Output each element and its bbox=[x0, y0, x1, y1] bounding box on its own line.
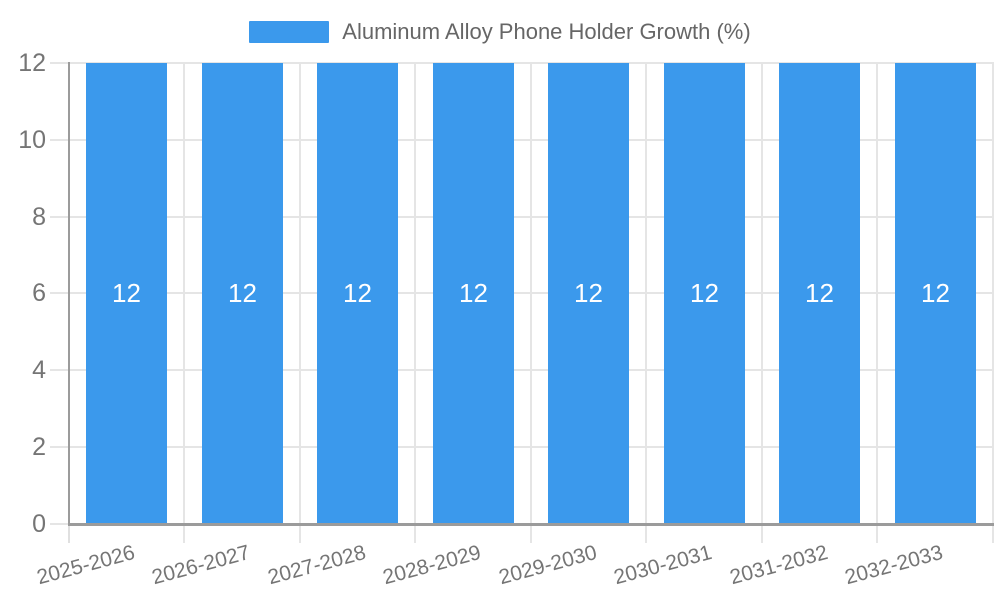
x-gridline bbox=[645, 62, 647, 543]
y-gridline bbox=[50, 292, 993, 294]
x-tick-label: 2025-2026 bbox=[33, 541, 137, 590]
y-tick-label: 10 bbox=[18, 126, 46, 154]
bar-value-label: 12 bbox=[805, 278, 834, 308]
y-tick-label: 2 bbox=[32, 433, 46, 461]
bar-value-label: 12 bbox=[921, 278, 950, 308]
x-tick-label: 2032-2033 bbox=[841, 541, 945, 590]
x-axis-line bbox=[68, 523, 994, 526]
x-tick-label: 2028-2029 bbox=[379, 541, 483, 590]
x-gridline bbox=[183, 62, 185, 543]
x-gridline bbox=[530, 62, 532, 543]
legend[interactable]: Aluminum Alloy Phone Holder Growth (%) bbox=[0, 14, 1000, 50]
x-tick-label: 2027-2028 bbox=[264, 541, 368, 590]
bar-2026-2027: 12 bbox=[202, 63, 283, 524]
y-gridline bbox=[50, 369, 993, 371]
bar-2025-2026: 12 bbox=[86, 63, 167, 524]
x-tick-label: 2026-2027 bbox=[148, 541, 252, 590]
y-tick-label: 6 bbox=[32, 279, 46, 307]
y-tick-label: 8 bbox=[32, 203, 46, 231]
bar-2029-2030: 12 bbox=[548, 63, 629, 524]
bar-2028-2029: 12 bbox=[433, 63, 514, 524]
x-tick-label: 2030-2031 bbox=[610, 541, 714, 590]
y-gridline bbox=[50, 139, 993, 141]
x-gridline bbox=[414, 62, 416, 543]
y-tick-label: 4 bbox=[32, 356, 46, 384]
x-tick-label: 2029-2030 bbox=[495, 541, 599, 590]
legend-swatch bbox=[249, 21, 330, 43]
legend-label: Aluminum Alloy Phone Holder Growth (%) bbox=[342, 19, 751, 44]
bar-2027-2028: 12 bbox=[317, 63, 398, 524]
bar-value-label: 12 bbox=[459, 278, 488, 308]
bar-2030-2031: 12 bbox=[664, 63, 745, 524]
x-gridline bbox=[876, 62, 878, 543]
bar-value-label: 12 bbox=[228, 278, 257, 308]
x-gridline bbox=[299, 62, 301, 543]
bar-value-label: 12 bbox=[343, 278, 372, 308]
bar-value-label: 12 bbox=[574, 278, 603, 308]
x-tick-label: 2031-2032 bbox=[726, 541, 830, 590]
y-tick-label: 0 bbox=[32, 510, 46, 538]
y-axis-line bbox=[68, 62, 70, 525]
bar-2032-2033: 12 bbox=[895, 63, 976, 524]
y-gridline bbox=[50, 446, 993, 448]
bar-value-label: 12 bbox=[112, 278, 141, 308]
x-tick-origin bbox=[68, 525, 70, 543]
y-tick-label: 12 bbox=[18, 49, 46, 77]
bar-2031-2032: 12 bbox=[779, 63, 860, 524]
y-gridline bbox=[50, 62, 993, 64]
y-gridline bbox=[50, 216, 993, 218]
bar-value-label: 12 bbox=[690, 278, 719, 308]
x-gridline bbox=[992, 62, 994, 543]
x-gridline bbox=[761, 62, 763, 543]
